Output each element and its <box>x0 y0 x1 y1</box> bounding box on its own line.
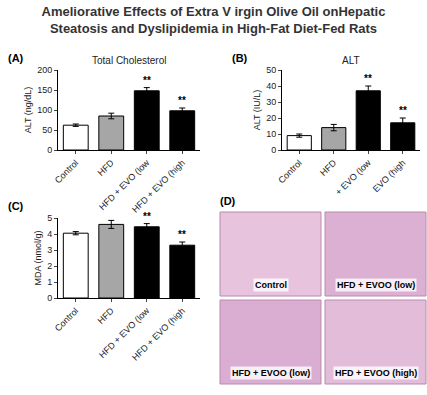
svg-text:100: 100 <box>37 105 52 115</box>
svg-text:HFD: HFD <box>96 305 117 326</box>
svg-text:EVO (high: EVO (high <box>371 158 407 194</box>
svg-text:HFD: HFD <box>318 157 339 178</box>
svg-text:0: 0 <box>271 145 276 155</box>
svg-text:ALT: ALT <box>342 55 360 66</box>
svg-text:3: 3 <box>47 245 52 255</box>
svg-text:(D): (D) <box>220 195 236 207</box>
svg-text:50: 50 <box>266 65 276 75</box>
svg-text:**: ** <box>178 95 186 106</box>
svg-text:HFD + EVOO (low): HFD + EVOO (low) <box>337 280 415 290</box>
svg-text:150: 150 <box>37 85 52 95</box>
svg-text:2: 2 <box>47 261 52 271</box>
svg-text:(B): (B) <box>232 52 248 64</box>
svg-text:MDA (nmol/g): MDA (nmol/g) <box>33 230 43 285</box>
svg-text:10: 10 <box>266 129 276 139</box>
svg-text:Ameliorative Effects of Extra: Ameliorative Effects of Extra V irgin Ol… <box>42 4 386 36</box>
svg-text:HFD + EVO (low: HFD + EVO (low <box>97 305 152 360</box>
svg-text:HFD + EVOO (high): HFD + EVOO (high) <box>335 368 417 378</box>
svg-text:0: 0 <box>47 145 52 155</box>
svg-text:200: 200 <box>37 65 52 75</box>
svg-text:20: 20 <box>266 113 276 123</box>
svg-text:Control: Control <box>255 280 287 290</box>
svg-text:5: 5 <box>47 213 52 223</box>
svg-text:40: 40 <box>266 81 276 91</box>
svg-text:30: 30 <box>266 97 276 107</box>
svg-text:(C): (C) <box>8 200 24 212</box>
svg-text:ALT (ng/dL): ALT (ng/dL) <box>23 87 33 134</box>
svg-text:4: 4 <box>47 229 52 239</box>
svg-text:+ EVO (low: + EVO (low <box>333 157 373 197</box>
svg-text:Control: Control <box>53 306 81 334</box>
svg-text:**: ** <box>178 229 186 240</box>
svg-text:1: 1 <box>47 277 52 287</box>
svg-text:Control: Control <box>276 158 304 186</box>
svg-text:(A): (A) <box>8 52 24 64</box>
svg-text:Total Cholesterol: Total Cholesterol <box>92 55 166 66</box>
svg-text:HFD + EVO (low: HFD + EVO (low <box>97 157 152 212</box>
svg-text:Control: Control <box>53 158 81 186</box>
svg-text:HFD + EVO (high: HFD + EVO (high <box>130 306 187 363</box>
svg-text:ALT (IU/L): ALT (IU/L) <box>252 90 262 131</box>
svg-text:**: ** <box>364 73 372 84</box>
svg-text:HFD + EVO (high: HFD + EVO (high <box>130 158 187 215</box>
svg-text:**: ** <box>143 211 151 222</box>
svg-text:50: 50 <box>42 125 52 135</box>
svg-text:**: ** <box>143 75 151 86</box>
svg-text:HFD + EVOO (low): HFD + EVOO (low) <box>232 368 310 378</box>
svg-text:0: 0 <box>47 293 52 303</box>
svg-text:HFD: HFD <box>96 157 117 178</box>
svg-text:**: ** <box>399 105 407 116</box>
